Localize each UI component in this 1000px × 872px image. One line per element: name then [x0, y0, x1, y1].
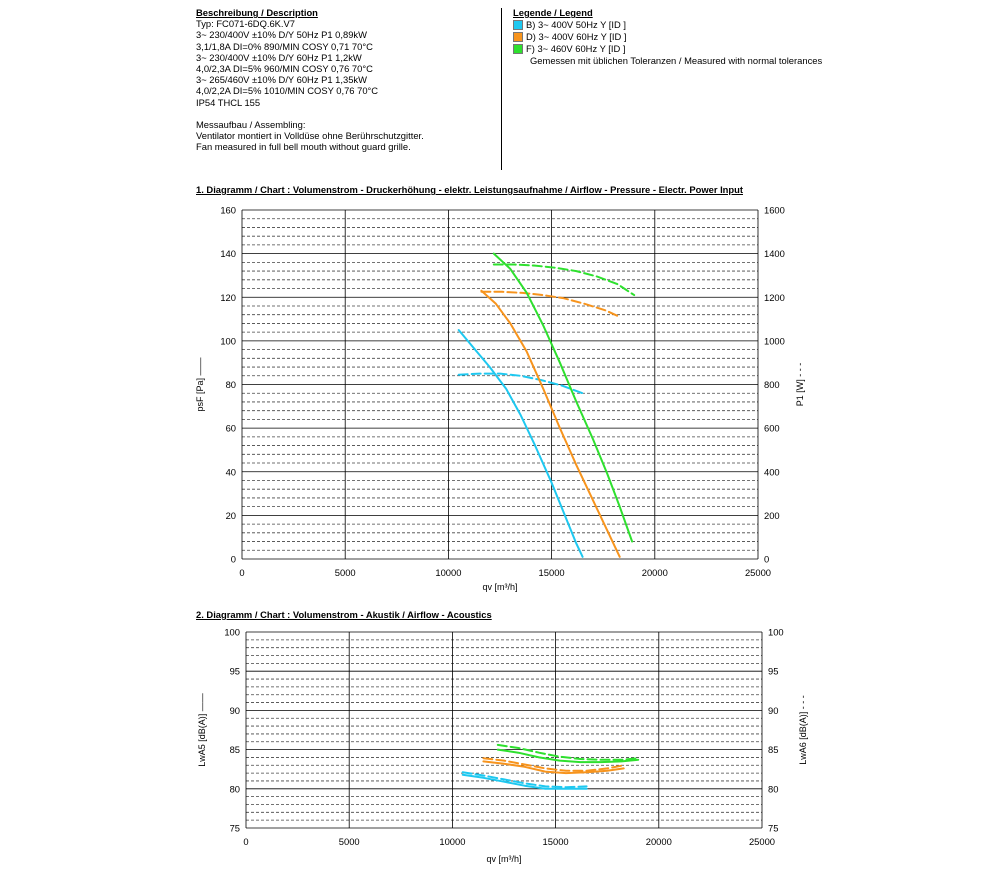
series-line-lwa5 — [482, 760, 625, 775]
y2-tick-label: 100 — [768, 627, 784, 638]
description-line: 3~ 230/400V ±10% D/Y 50Hz P1 0,89kW — [196, 29, 367, 41]
y2-tick-label: 600 — [764, 423, 780, 434]
description-line: IP54 THCL 155 — [196, 96, 261, 108]
x-tick-label: 15000 — [539, 567, 565, 578]
legend-swatch-b — [513, 19, 523, 30]
description-line: 4,0/2,3A DI=5% 960/MIN COSY 0,76 70°C — [196, 63, 373, 75]
y-tick-label: 0 — [231, 554, 236, 565]
x-axis-label: qv [m³/h] — [486, 854, 521, 864]
series-line-psf — [457, 329, 584, 558]
series-line-psf — [480, 289, 621, 558]
y-tick-label: 20 — [226, 510, 236, 521]
chart-1: 0 5000 10000 15000 20000 25000020406080100120… — [195, 205, 805, 593]
y2-axis-label: LwA6 [dB(A)] - - - — [798, 695, 808, 765]
chart2-title: 2. Diagramm / Chart : Volumenstrom - Aku… — [196, 609, 492, 620]
y2-tick-label: 0 — [764, 554, 769, 565]
y2-tick-label: 200 — [764, 510, 780, 521]
y2-tick-label: 800 — [764, 379, 780, 390]
y-tick-label: 80 — [230, 783, 240, 794]
description-block: Beschreibung / Description Typ: FC071-6D… — [196, 7, 424, 152]
y-tick-label: 140 — [220, 248, 236, 259]
legend-swatch-f — [513, 43, 523, 54]
assembly-line: Messaufbau / Assembling: — [196, 118, 306, 130]
y-axis-label: LwA5 [dB(A)] —— — [197, 693, 207, 767]
series-line-psf — [492, 252, 634, 543]
description-line: 3~ 230/400V ±10% D/Y 60Hz P1 1,2kW — [196, 51, 362, 63]
separator-line — [501, 8, 502, 170]
y-tick-label: 90 — [230, 705, 240, 716]
x-tick-label: 25000 — [749, 836, 775, 847]
x-tick-label: 20000 — [646, 836, 672, 847]
y2-axis-label: P1 [W] - - - — [795, 363, 805, 407]
y2-tick-label: 1400 — [764, 248, 785, 259]
series-line-lwa5 — [461, 773, 588, 790]
y2-tick-label: 95 — [768, 666, 778, 677]
y2-tick-label: 90 — [768, 705, 778, 716]
y2-tick-label: 75 — [768, 823, 778, 834]
legend-label: B) 3~ 400V 50Hz Y [ID ] — [526, 18, 626, 30]
assembly-line: Ventilator montiert in Volldüse ohne Ber… — [196, 130, 424, 142]
chart-2: 0 5000 10000 15000 20000 25000 75 80 85 90 95 100 75… — [197, 627, 808, 865]
x-tick-label: 5000 — [335, 567, 356, 578]
description-line: 3~ 265/460V ±10% D/Y 60Hz P1 1,35kW — [196, 74, 367, 86]
y-tick-label: 100 — [224, 627, 240, 638]
series-line-lwa6 — [482, 757, 625, 772]
x-tick-label: 5000 — [339, 836, 360, 847]
x-axis-label: qv [m³/h] — [482, 582, 517, 592]
x-tick-label: 0 — [239, 567, 244, 578]
chart1-title: 1. Diagramm / Chart : Volumenstrom - Dru… — [196, 184, 743, 195]
y2-tick-label: 80 — [768, 783, 778, 794]
description-line: 4,0/2,2A DI=5% 1010/MIN COSY 0,76 70°C — [196, 85, 379, 97]
description-line: 3,1/1,8A DI=0% 890/MIN COSY 0,71 70°C — [196, 40, 373, 52]
y2-tick-label: 1200 — [764, 292, 785, 303]
y-tick-label: 100 — [220, 335, 236, 346]
series-line-lwa6 — [496, 743, 640, 761]
x-tick-label: 10000 — [435, 567, 461, 578]
legend-entry: B) 3~ 400V 50Hz Y [ID ] — [513, 19, 822, 31]
description-line: Typ: FC071-6DQ.6K.V7 — [196, 18, 295, 30]
x-tick-label: 25000 — [745, 567, 771, 578]
series-line-p1 — [492, 263, 636, 297]
series-line-p1 — [480, 290, 621, 318]
legend-entry: D) 3~ 400V 60Hz Y [ID ] — [513, 31, 822, 43]
series-line-p1 — [457, 372, 584, 395]
legend-label: D) 3~ 400V 60Hz Y [ID ] — [526, 30, 627, 42]
x-tick-label: 0 — [243, 836, 248, 847]
series-line-lwa6 — [461, 771, 588, 789]
y2-tick-label: 1600 — [764, 205, 785, 216]
x-tick-label: 20000 — [642, 567, 668, 578]
legend-note: Gemessen mit üblichen Toleranzen / Measu… — [530, 54, 823, 66]
y2-tick-label: 1000 — [764, 335, 785, 346]
y-tick-label: 60 — [226, 423, 236, 434]
y-tick-label: 120 — [220, 292, 236, 303]
y-tick-label: 85 — [230, 744, 240, 755]
legend-heading: Legende / Legend — [513, 7, 593, 18]
legend-entry: F) 3~ 460V 60Hz Y [ID ] — [513, 43, 822, 55]
legend-swatch-d — [513, 31, 523, 42]
y2-tick-label: 85 — [768, 744, 778, 755]
series-line-lwa5 — [496, 748, 640, 764]
y-axis-label: psF [Pa] —— — [195, 357, 205, 411]
x-tick-label: 15000 — [543, 836, 569, 847]
y-tick-label: 80 — [226, 379, 236, 390]
x-tick-label: 10000 — [439, 836, 465, 847]
legend-label: F) 3~ 460V 60Hz Y [ID ] — [526, 42, 626, 54]
y2-tick-label: 400 — [764, 466, 780, 477]
assembly-line: Fan measured in full bell mouth without … — [196, 141, 411, 153]
legend: Legende / Legend B) 3~ 400V 50Hz Y [ID ]… — [513, 7, 822, 67]
y-tick-label: 75 — [230, 823, 240, 834]
y-tick-label: 160 — [220, 205, 236, 216]
y-tick-label: 40 — [226, 466, 236, 477]
y-tick-label: 95 — [230, 666, 240, 677]
description-heading: Beschreibung / Description — [196, 7, 318, 18]
